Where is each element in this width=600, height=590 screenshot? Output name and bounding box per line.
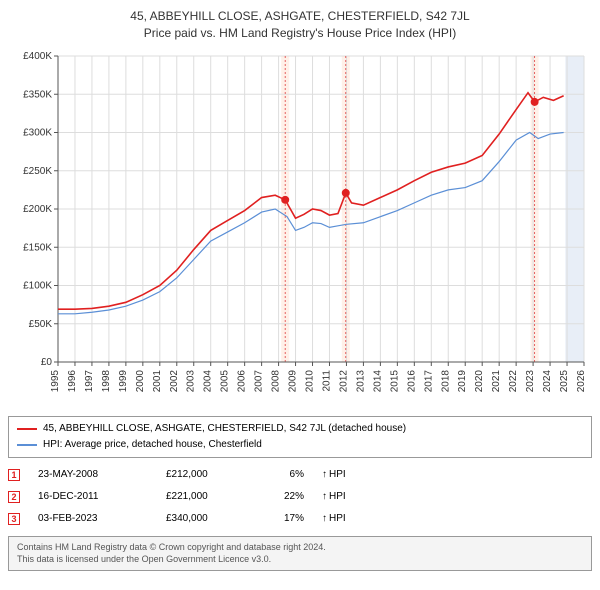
legend-swatch-hpi <box>17 444 37 446</box>
arrow-up-icon: ↑ <box>322 491 327 502</box>
svg-text:£0: £0 <box>41 357 53 368</box>
footer-line: This data is licensed under the Open Gov… <box>17 553 583 566</box>
svg-text:2026: 2026 <box>576 369 587 392</box>
sale-price: £212,000 <box>166 469 246 480</box>
svg-text:2002: 2002 <box>169 369 180 392</box>
arrow-up-icon: ↑ <box>322 513 327 524</box>
svg-text:2009: 2009 <box>288 369 299 392</box>
svg-text:2021: 2021 <box>491 369 502 392</box>
svg-text:2014: 2014 <box>372 369 383 392</box>
legend-swatch-property <box>17 428 37 430</box>
svg-text:£50K: £50K <box>29 318 53 329</box>
legend-label: 45, ABBEYHILL CLOSE, ASHGATE, CHESTERFIE… <box>43 421 406 437</box>
legend-row: HPI: Average price, detached house, Ches… <box>17 437 583 453</box>
legend: 45, ABBEYHILL CLOSE, ASHGATE, CHESTERFIE… <box>8 416 592 458</box>
svg-text:2004: 2004 <box>203 369 214 392</box>
svg-text:2015: 2015 <box>389 369 400 392</box>
svg-text:2025: 2025 <box>559 369 570 392</box>
svg-text:2007: 2007 <box>254 369 265 392</box>
footer-line: Contains HM Land Registry data © Crown c… <box>17 541 583 554</box>
sale-date: 23-MAY-2008 <box>38 469 148 480</box>
svg-text:1999: 1999 <box>118 369 129 392</box>
sale-vs-label: HPI <box>329 513 346 524</box>
sale-marker-icon: 3 <box>8 513 20 525</box>
svg-text:1998: 1998 <box>101 369 112 392</box>
svg-text:1997: 1997 <box>84 369 95 392</box>
arrow-up-icon: ↑ <box>322 469 327 480</box>
svg-text:£100K: £100K <box>23 280 52 291</box>
svg-text:£250K: £250K <box>23 165 52 176</box>
svg-text:2017: 2017 <box>423 369 434 392</box>
svg-text:2011: 2011 <box>321 369 332 391</box>
sale-vs-label: HPI <box>329 469 346 480</box>
svg-text:£350K: £350K <box>23 89 52 100</box>
sales-row: 1 23-MAY-2008 £212,000 6% ↑ HPI <box>8 464 592 486</box>
sale-diff: 17% <box>264 513 304 524</box>
svg-text:£400K: £400K <box>23 51 52 62</box>
svg-text:2022: 2022 <box>508 369 519 392</box>
svg-text:£300K: £300K <box>23 127 52 138</box>
sale-vs: ↑ HPI <box>322 513 346 524</box>
chart: £0 £50K £100K £150K £200K £250K £300K £350K £400… <box>8 50 592 410</box>
sales-table: 1 23-MAY-2008 £212,000 6% ↑ HPI 2 16-DEC… <box>8 464 592 530</box>
svg-text:2003: 2003 <box>186 369 197 392</box>
svg-text:2020: 2020 <box>474 369 485 392</box>
svg-text:2012: 2012 <box>338 369 349 392</box>
svg-text:2013: 2013 <box>355 369 366 392</box>
svg-text:2024: 2024 <box>542 369 553 392</box>
svg-text:2005: 2005 <box>220 369 231 392</box>
sales-row: 2 16-DEC-2011 £221,000 22% ↑ HPI <box>8 486 592 508</box>
svg-text:2010: 2010 <box>305 369 316 392</box>
sale-price: £340,000 <box>166 513 246 524</box>
svg-text:1995: 1995 <box>50 369 61 392</box>
footer: Contains HM Land Registry data © Crown c… <box>8 536 592 571</box>
sale-diff: 6% <box>264 469 304 480</box>
sale-date: 03-FEB-2023 <box>38 513 148 524</box>
svg-text:2019: 2019 <box>457 369 468 392</box>
sale-marker-icon: 1 <box>8 469 20 481</box>
svg-text:2008: 2008 <box>271 369 282 392</box>
sale-marker-icon: 2 <box>8 491 20 503</box>
svg-text:2023: 2023 <box>525 369 536 392</box>
address-title: 45, ABBEYHILL CLOSE, ASHGATE, CHESTERFIE… <box>8 8 592 25</box>
sale-vs: ↑ HPI <box>322 491 346 502</box>
svg-text:£200K: £200K <box>23 204 52 215</box>
svg-text:1996: 1996 <box>67 369 78 392</box>
svg-text:2000: 2000 <box>135 369 146 392</box>
legend-label: HPI: Average price, detached house, Ches… <box>43 437 262 453</box>
svg-text:£150K: £150K <box>23 242 52 253</box>
title-block: 45, ABBEYHILL CLOSE, ASHGATE, CHESTERFIE… <box>8 8 592 42</box>
sale-date: 16-DEC-2011 <box>38 491 148 502</box>
sale-price: £221,000 <box>166 491 246 502</box>
legend-row: 45, ABBEYHILL CLOSE, ASHGATE, CHESTERFIE… <box>17 421 583 437</box>
svg-text:2016: 2016 <box>406 369 417 392</box>
svg-text:2006: 2006 <box>237 369 248 392</box>
sales-row: 3 03-FEB-2023 £340,000 17% ↑ HPI <box>8 508 592 530</box>
subtitle: Price paid vs. HM Land Registry's House … <box>8 25 592 42</box>
svg-text:2018: 2018 <box>440 369 451 392</box>
sale-vs: ↑ HPI <box>322 469 346 480</box>
sale-vs-label: HPI <box>329 491 346 502</box>
sale-diff: 22% <box>264 491 304 502</box>
svg-text:2001: 2001 <box>152 369 163 392</box>
